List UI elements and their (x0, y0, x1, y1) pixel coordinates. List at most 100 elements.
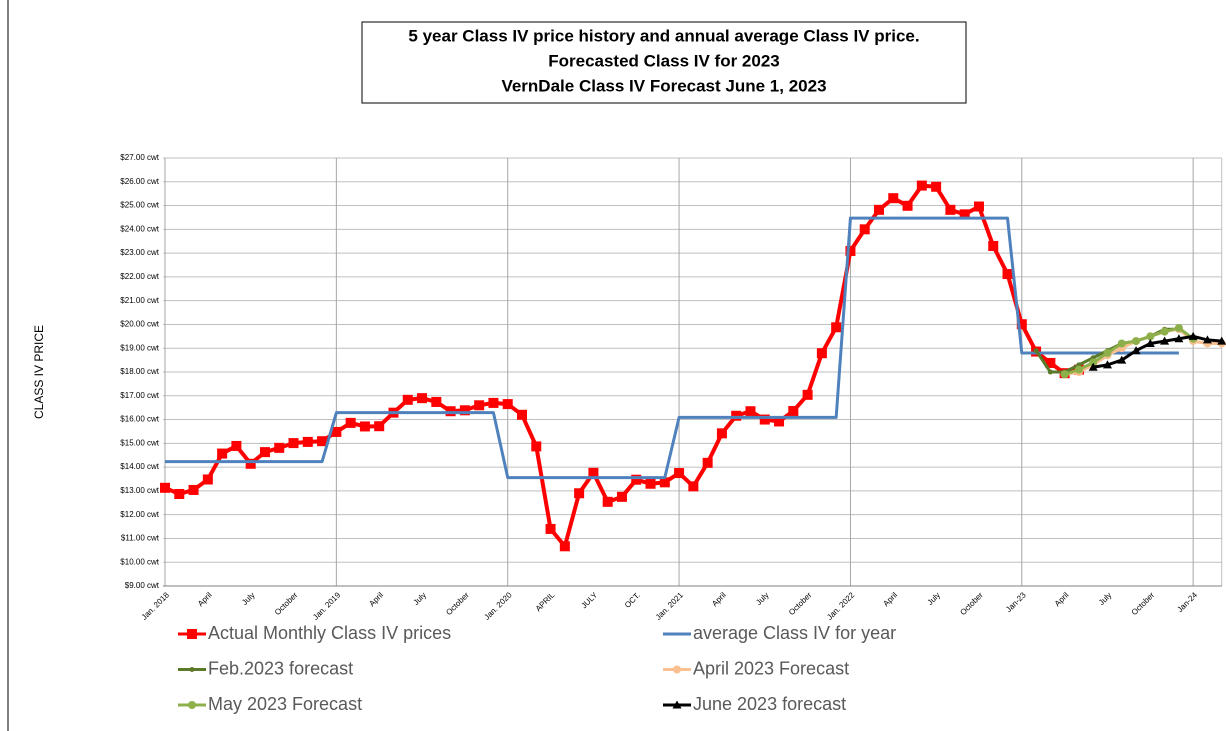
x-tick-label: OCT. (623, 591, 642, 610)
y-tick-label: $24.00 cwt (120, 224, 159, 233)
y-axis-label: CLASS IV PRICE (32, 325, 46, 419)
marker (317, 436, 328, 447)
y-tick-label: $21.00 cwt (120, 296, 159, 305)
x-tick-label: APRIL (534, 590, 557, 613)
marker (288, 438, 299, 449)
x-tick-label: October (958, 590, 985, 617)
y-tick-label: $17.00 cwt (120, 391, 159, 400)
marker (1117, 355, 1127, 364)
series (160, 180, 1084, 552)
y-tick-label: $11.00 cwt (121, 534, 160, 543)
marker (672, 700, 682, 709)
marker (517, 409, 527, 420)
marker (531, 441, 542, 452)
x-tick-label: April (881, 590, 899, 608)
x-tick-label: July (754, 591, 770, 607)
y-tick-label: $27.00 cwt (120, 153, 159, 162)
chart-title: VernDale Class IV Forecast June 1, 2023 (501, 76, 826, 95)
series (165, 216, 1179, 480)
marker (959, 209, 970, 220)
marker (217, 448, 228, 459)
legend-label: May 2023 Forecast (208, 694, 362, 714)
y-tick-label: $19.00 cwt (120, 343, 159, 352)
marker (673, 665, 681, 674)
series-line (1064, 326, 1195, 376)
legend-label: Actual Monthly Class IV prices (208, 623, 451, 643)
x-tick-label: April (367, 590, 385, 608)
marker (1160, 327, 1169, 336)
x-tick-label: October (1130, 590, 1157, 617)
marker (545, 523, 556, 534)
y-tick-label: $16.00 cwt (120, 415, 159, 424)
marker (716, 428, 727, 439)
marker (1047, 369, 1053, 375)
series-line (1092, 334, 1222, 369)
legend-label: April 2023 Forecast (693, 658, 849, 678)
x-tick-label: Jan-24 (1175, 590, 1199, 614)
marker (431, 396, 442, 407)
marker (731, 410, 742, 421)
marker (588, 467, 599, 478)
marker (345, 417, 356, 428)
x-tick-label: April (1053, 590, 1071, 608)
y-tick-label: $26.00 cwt (120, 177, 159, 186)
marker (1202, 335, 1212, 344)
marker (1033, 348, 1039, 354)
x-tick-label: April (196, 590, 214, 608)
marker (1174, 324, 1183, 333)
title-box (361, 21, 967, 104)
marker (302, 436, 313, 447)
marker (188, 484, 199, 495)
marker (888, 193, 899, 204)
y-tick-label: $14.00 cwt (120, 462, 159, 471)
y-tick-label: $13.00 cwt (120, 486, 159, 495)
marker (916, 180, 927, 191)
x-tick-label: October (444, 590, 471, 617)
marker (902, 200, 913, 211)
y-tick-label: $15.00 cwt (120, 438, 159, 447)
marker (245, 458, 256, 469)
marker (202, 474, 213, 485)
y-tick-label: $10.00 cwt (120, 557, 159, 566)
marker (859, 224, 870, 235)
y-tick-label: $12.00 cwt (120, 510, 159, 519)
marker (816, 348, 827, 359)
marker (1145, 338, 1155, 347)
x-tick-label: Jan. 2018 (140, 590, 172, 622)
marker (1103, 348, 1112, 357)
marker (616, 491, 627, 502)
marker (1174, 334, 1184, 343)
marker (674, 468, 685, 479)
marker (488, 397, 499, 408)
marker (988, 240, 999, 251)
marker (688, 481, 699, 492)
marker (845, 245, 856, 256)
x-tick-label: July (240, 591, 256, 607)
marker (1188, 331, 1198, 340)
marker (274, 442, 285, 453)
marker (417, 393, 428, 404)
x-tick-label: Jan. 2019 (311, 590, 343, 622)
x-tick-label: April (710, 590, 728, 608)
x-tick-label: Jan. 2022 (825, 590, 857, 622)
marker (331, 426, 342, 437)
marker (160, 482, 170, 493)
marker (174, 488, 185, 499)
marker (1160, 336, 1170, 345)
x-tick-label: July (412, 591, 428, 607)
marker (1060, 370, 1069, 379)
marker (788, 405, 799, 416)
marker (1088, 362, 1098, 371)
marker (187, 629, 197, 639)
marker (1131, 346, 1141, 355)
x-tick-label: October (273, 590, 300, 617)
marker (745, 406, 756, 417)
legend-label: Feb.2023 forecast (208, 658, 353, 678)
marker (1217, 336, 1226, 345)
y-tick-label: $9.00 cwt (125, 581, 160, 590)
marker (1045, 357, 1056, 368)
marker (1002, 269, 1013, 280)
x-tick-label: Jan-23 (1004, 590, 1028, 614)
marker (931, 181, 942, 192)
